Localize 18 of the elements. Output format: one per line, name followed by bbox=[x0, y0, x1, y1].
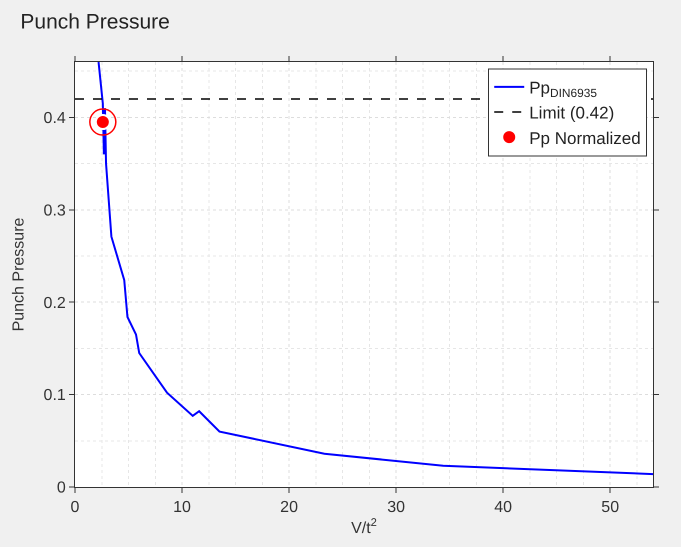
x-tick-label: 50 bbox=[601, 499, 620, 516]
x-tick-label: 0 bbox=[70, 499, 80, 516]
y-tick-label: 0.3 bbox=[44, 202, 66, 220]
legend-label: Pp Normalized bbox=[529, 128, 641, 148]
y-tick-label: 0.1 bbox=[44, 387, 66, 404]
x-tick-label: 20 bbox=[280, 499, 298, 516]
y-tick-label: 0 bbox=[56, 480, 66, 497]
line-series bbox=[98, 62, 653, 476]
x-tick-label: 30 bbox=[387, 499, 406, 516]
y-tick-label: 0.4 bbox=[44, 110, 66, 128]
ref-line-label: Limit (0.42) bbox=[529, 104, 614, 123]
y-tick-label: 0.2 bbox=[44, 294, 66, 312]
y-axis-title: Punch Pressure bbox=[10, 217, 28, 332]
chart-title: Punch Pressure bbox=[20, 10, 170, 34]
legend-label: Pp$_{DIN6935}$ bbox=[529, 78, 598, 100]
x-tick-label: 40 bbox=[494, 499, 512, 516]
x-tick-label: 10 bbox=[173, 499, 192, 516]
x-axis-title: V/t$^{2}$ bbox=[351, 517, 377, 537]
